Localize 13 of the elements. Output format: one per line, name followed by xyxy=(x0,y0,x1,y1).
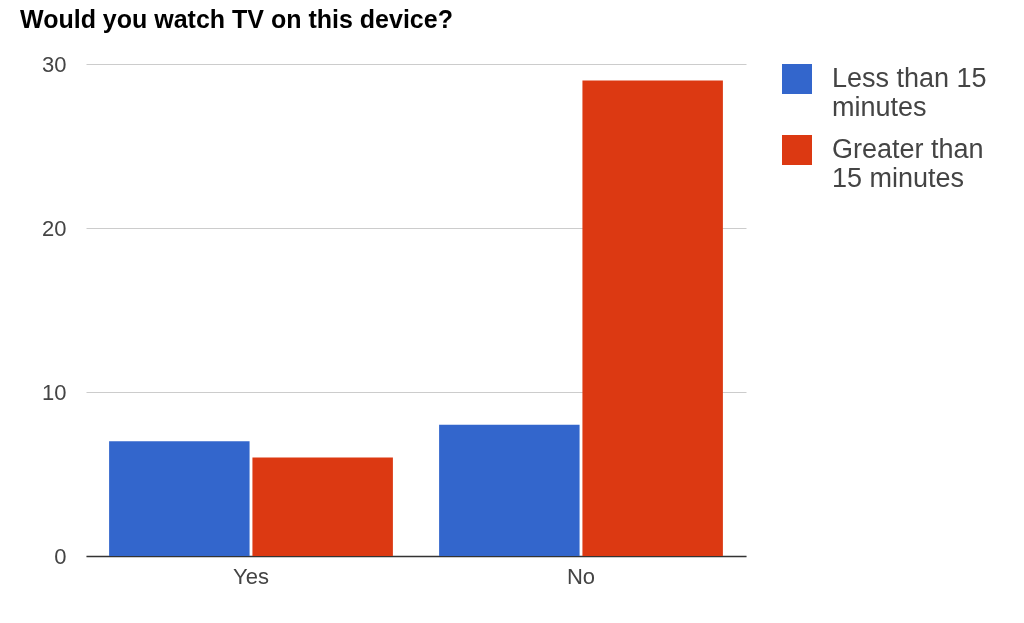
bar xyxy=(109,441,250,556)
y-tick-label: 0 xyxy=(54,543,67,569)
x-tick-label: Yes xyxy=(233,563,269,589)
legend-label: Greater than 15 minutes xyxy=(832,134,984,193)
y-tick-label: 20 xyxy=(42,215,67,241)
y-tick-label: 30 xyxy=(42,51,67,77)
bar xyxy=(439,424,580,556)
x-tick-label: No xyxy=(566,563,596,589)
bar xyxy=(252,457,393,556)
chart-title: Would you watch TV on this device? xyxy=(20,5,453,33)
legend-label: Less than 15 minutes xyxy=(832,63,987,122)
y-tick-label: 10 xyxy=(42,379,67,405)
bar xyxy=(582,80,723,556)
